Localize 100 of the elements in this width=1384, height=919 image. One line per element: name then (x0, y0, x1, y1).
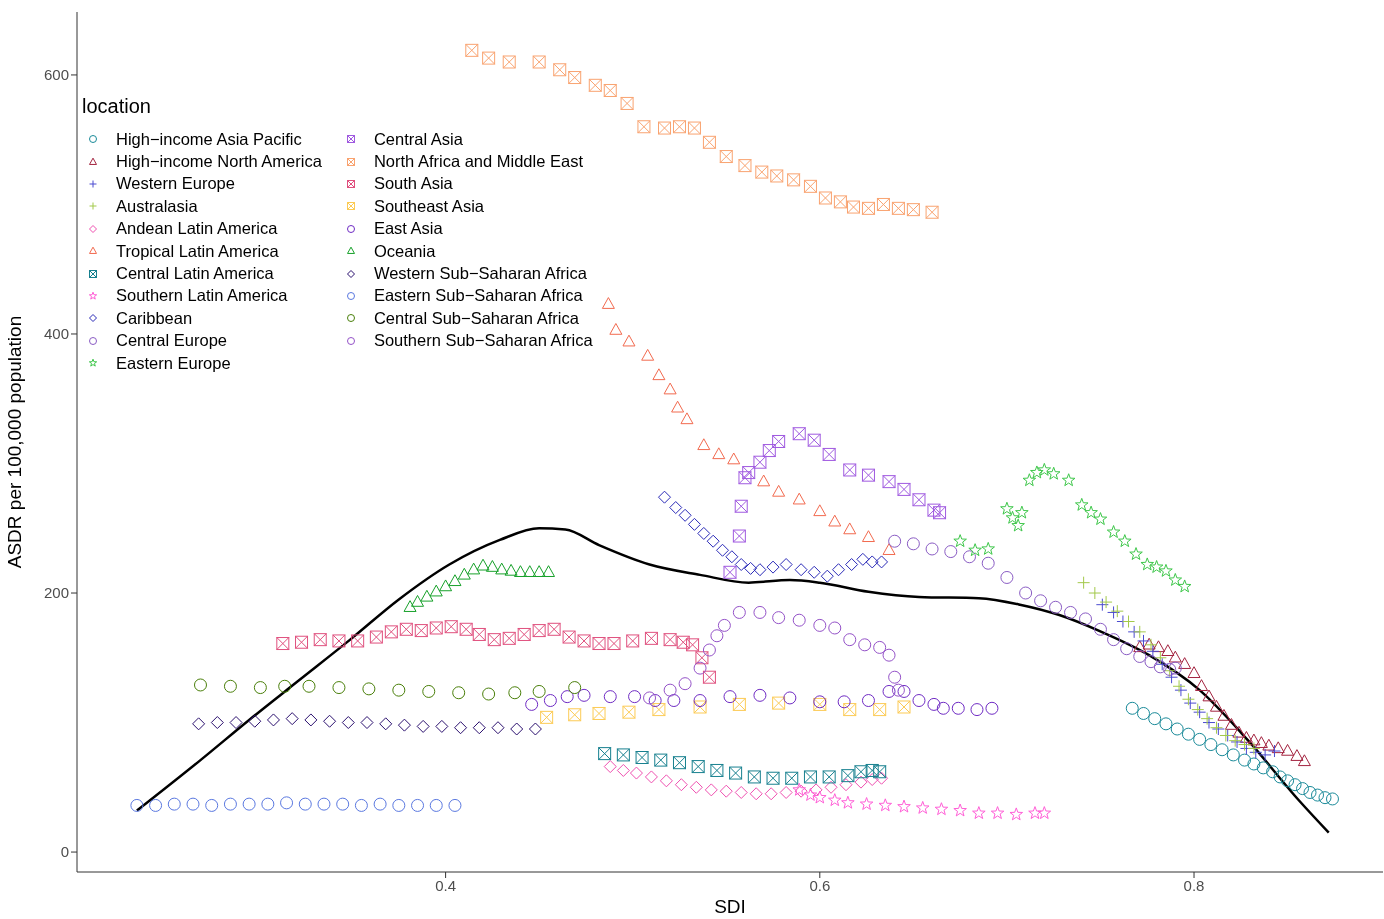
legend-label: Andean Latin America (116, 219, 278, 239)
point (603, 760, 617, 774)
point (1015, 505, 1029, 519)
point (933, 506, 947, 520)
legend-label: Southern Latin America (116, 286, 288, 306)
point (882, 543, 896, 555)
point (837, 695, 851, 709)
point (637, 120, 651, 134)
point (822, 447, 836, 461)
point (1118, 534, 1132, 548)
point (697, 526, 711, 540)
point (354, 798, 368, 812)
point (846, 200, 860, 214)
point (693, 661, 707, 675)
point (719, 150, 733, 164)
legend-label: South Asia (373, 174, 453, 194)
legend-label: Tropical Latin America (116, 241, 279, 261)
point (858, 638, 872, 652)
point (706, 534, 720, 548)
point (1266, 765, 1280, 779)
point (912, 493, 926, 507)
point (927, 697, 941, 711)
point (609, 323, 623, 335)
point (508, 686, 522, 700)
point (734, 499, 748, 513)
point (323, 714, 337, 728)
point (732, 605, 746, 619)
point (1148, 712, 1162, 726)
point (622, 334, 636, 347)
point (725, 550, 739, 564)
point (712, 447, 726, 460)
point (465, 43, 479, 57)
point (525, 697, 539, 711)
point (210, 716, 224, 730)
point (1107, 633, 1121, 647)
point (792, 427, 806, 441)
point (828, 793, 842, 807)
point (710, 629, 724, 643)
point (223, 679, 237, 693)
point (629, 766, 643, 780)
point (824, 780, 838, 794)
point (861, 468, 875, 482)
point (865, 773, 879, 787)
point (1174, 683, 1188, 697)
point (1106, 525, 1121, 538)
point (693, 694, 707, 708)
legend-label: Central Sub−Saharan Africa (373, 308, 579, 328)
point (1037, 462, 1052, 476)
point (843, 703, 857, 717)
point (906, 203, 920, 217)
point (865, 763, 879, 777)
point (875, 555, 889, 569)
point (809, 783, 823, 797)
point (1183, 696, 1197, 710)
point (532, 55, 546, 69)
point (298, 797, 312, 811)
point (414, 624, 428, 638)
point (990, 806, 1005, 820)
point (540, 710, 554, 724)
point (717, 618, 731, 632)
point (1019, 586, 1033, 600)
point (828, 621, 842, 635)
point (304, 713, 318, 727)
point (186, 797, 200, 811)
point (794, 563, 808, 577)
point (672, 756, 686, 770)
point (1303, 785, 1317, 799)
point (738, 471, 752, 485)
point (568, 708, 582, 722)
legend-label: Southern Sub−Saharan Africa (373, 331, 593, 351)
point (744, 561, 758, 575)
point (411, 594, 425, 607)
point (1000, 501, 1014, 515)
point (167, 797, 181, 811)
point (360, 716, 374, 730)
point (888, 534, 902, 548)
point (577, 634, 591, 648)
point (1258, 748, 1272, 762)
point (970, 703, 984, 717)
point (1099, 595, 1113, 609)
point (667, 694, 681, 708)
point (1247, 741, 1261, 755)
point (663, 683, 677, 697)
point (429, 798, 443, 812)
point (542, 565, 556, 577)
point (695, 651, 709, 665)
point (1046, 466, 1061, 480)
point (476, 558, 490, 571)
point (854, 775, 868, 789)
point (1077, 576, 1091, 590)
point (448, 574, 462, 587)
legend-label: Southeast Asia (373, 196, 484, 216)
point (1061, 473, 1076, 487)
point (1011, 518, 1025, 532)
point (1161, 644, 1175, 656)
point (643, 691, 657, 705)
point (577, 688, 591, 702)
point (652, 368, 666, 381)
point (332, 681, 346, 695)
point (1133, 649, 1147, 663)
